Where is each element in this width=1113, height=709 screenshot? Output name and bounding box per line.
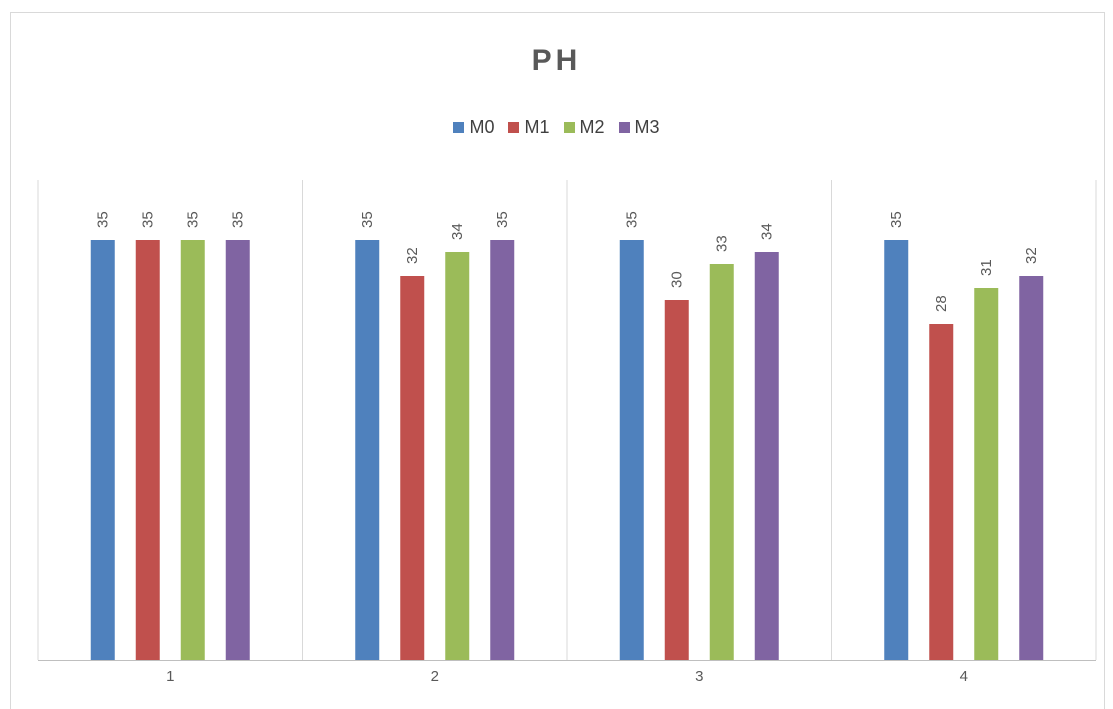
bar-m2-1	[180, 240, 205, 660]
bar-m2-4	[974, 288, 999, 660]
legend: M0 M1 M2 M3	[0, 117, 1113, 138]
data-label: 28	[933, 295, 950, 312]
data-label: 30	[668, 271, 685, 288]
legend-item-m1: M1	[508, 117, 550, 138]
legend-label: M0	[469, 117, 495, 137]
legend-swatch	[618, 122, 630, 133]
data-label: 32	[404, 247, 421, 264]
bar-m0-2	[355, 240, 380, 660]
legend-item-m2: M2	[563, 117, 605, 138]
bar-m1-4	[929, 324, 954, 660]
data-label: 35	[888, 211, 905, 228]
bar-m0-3	[619, 240, 644, 660]
data-label: 32	[1023, 247, 1040, 264]
x-tick-label: 3	[695, 668, 703, 685]
bar-m1-3	[664, 300, 689, 660]
data-label: 34	[449, 223, 466, 240]
bar-m3-1	[225, 240, 250, 660]
legend-swatch	[453, 122, 465, 133]
data-label: 33	[713, 235, 730, 252]
bar-m2-2	[445, 252, 470, 660]
data-label: 35	[494, 211, 511, 228]
bar-m1-2	[400, 276, 425, 660]
x-tick-label: 4	[960, 668, 968, 685]
data-label: 35	[359, 211, 376, 228]
legend-swatch	[563, 122, 575, 133]
legend-label: M3	[634, 117, 660, 137]
bar-m1-1	[135, 240, 160, 660]
chart-title: PH	[531, 44, 582, 77]
bar-m0-1	[90, 240, 115, 660]
data-label: 35	[139, 211, 156, 228]
data-label: 35	[623, 211, 640, 228]
bar-m3-4	[1019, 276, 1044, 660]
legend-label: M1	[524, 117, 550, 137]
bar-m3-3	[754, 252, 779, 660]
legend-item-m3: M3	[618, 117, 660, 138]
bar-m3-2	[490, 240, 515, 660]
data-label: 35	[229, 211, 246, 228]
legend-swatch	[508, 122, 520, 133]
data-label: 34	[758, 223, 775, 240]
legend-label: M2	[579, 117, 605, 137]
x-tick-label: 1	[166, 668, 174, 685]
data-label: 35	[184, 211, 201, 228]
data-label: 35	[94, 211, 111, 228]
data-label: 31	[978, 259, 995, 276]
bar-m0-4	[884, 240, 909, 660]
legend-item-m0: M0	[453, 117, 494, 138]
bar-m2-3	[709, 264, 734, 660]
x-tick-label: 2	[431, 668, 439, 685]
